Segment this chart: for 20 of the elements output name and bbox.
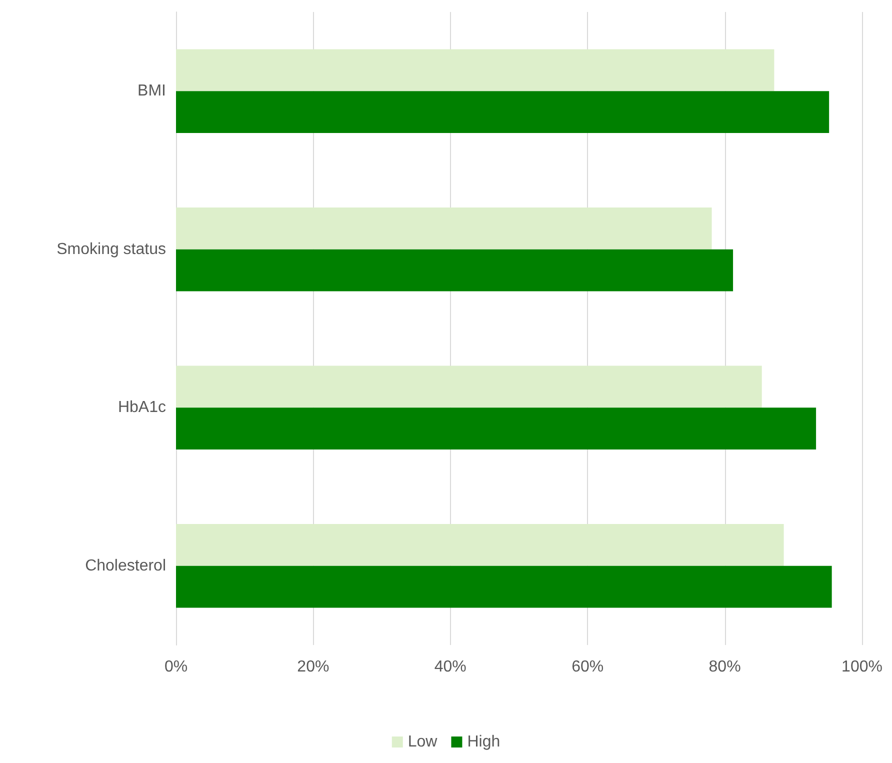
x-tick-label: 60% xyxy=(572,658,604,676)
bar xyxy=(176,91,830,134)
x-tick-label: 40% xyxy=(434,658,466,676)
x-tick-label: 100% xyxy=(842,658,882,676)
bar xyxy=(176,408,816,450)
bar xyxy=(176,524,784,566)
bar xyxy=(176,249,734,292)
y-tick-label: Cholesterol xyxy=(85,557,166,574)
bar xyxy=(176,207,712,250)
x-tick-label: 80% xyxy=(708,658,741,676)
x-tick-label: 0% xyxy=(164,658,188,676)
y-tick-label: BMI xyxy=(138,82,166,100)
y-tick-label: HbA1c xyxy=(118,399,166,416)
bar xyxy=(176,49,774,92)
x-tick-label: 20% xyxy=(297,658,330,676)
bar xyxy=(176,566,832,608)
legend-label: High xyxy=(467,734,500,750)
bar xyxy=(176,366,762,408)
legend-label: Low xyxy=(408,734,438,750)
y-tick-label: Smoking status xyxy=(56,240,166,258)
